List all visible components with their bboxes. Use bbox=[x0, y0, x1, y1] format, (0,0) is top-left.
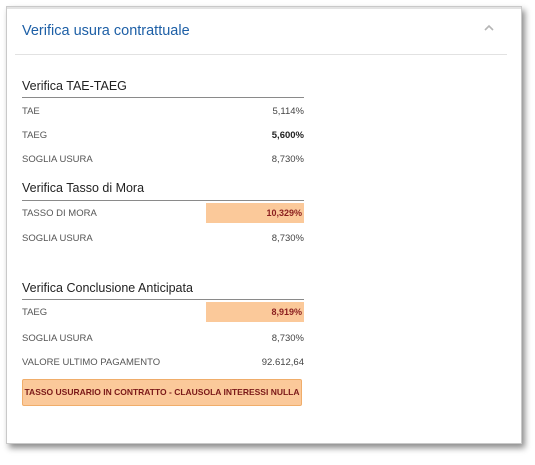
row-label: SOGLIA USURA bbox=[22, 333, 93, 344]
title-divider bbox=[15, 54, 507, 55]
row-label: TAEG bbox=[22, 130, 48, 141]
row-value: 8,730% bbox=[271, 233, 304, 244]
row-value: 8,730% bbox=[271, 154, 304, 165]
highlight-cell: 8,919% bbox=[206, 302, 304, 322]
row-taeg-anticipata: TAEG 8,919% bbox=[22, 302, 304, 322]
row-tae: TAE 5,114% bbox=[22, 103, 304, 121]
row-soglia-usura: SOGLIA USURA 8,730% bbox=[22, 230, 304, 248]
row-valore-ultimo-pagamento: VALORE ULTIMO PAGAMENTO 92.612,64 bbox=[22, 354, 304, 372]
row-value: 92.612,64 bbox=[261, 357, 304, 368]
row-label: TAE bbox=[22, 106, 40, 117]
row-label: SOGLIA USURA bbox=[22, 233, 93, 244]
section-divider bbox=[22, 200, 304, 201]
row-value: 8,730% bbox=[271, 333, 304, 344]
chevron-up-icon[interactable] bbox=[483, 23, 495, 33]
row-label: TASSO DI MORA bbox=[22, 208, 97, 219]
row-taeg: TAEG 5,600% bbox=[22, 127, 304, 145]
section-title-tae-taeg: Verifica TAE-TAEG bbox=[22, 79, 127, 93]
section-divider bbox=[22, 299, 304, 300]
row-value: 8,919% bbox=[271, 307, 302, 317]
usury-warning-banner: TASSO USURARIO IN CONTRATTO - CLAUSOLA I… bbox=[22, 379, 302, 406]
row-label: SOGLIA USURA bbox=[22, 154, 93, 165]
row-value: 10,329% bbox=[266, 208, 302, 218]
row-soglia-usura: SOGLIA USURA 8,730% bbox=[22, 330, 304, 348]
row-label: TAEG bbox=[22, 307, 48, 318]
section-divider bbox=[22, 97, 304, 98]
panel-title: Verifica usura contrattuale bbox=[22, 23, 190, 39]
highlight-cell: 10,329% bbox=[206, 203, 304, 223]
usury-check-panel: Verifica usura contrattuale bbox=[6, 6, 522, 444]
section-title-anticipata: Verifica Conclusione Anticipata bbox=[22, 281, 193, 295]
section-title-mora: Verifica Tasso di Mora bbox=[22, 181, 145, 195]
row-value: 5,600% bbox=[271, 130, 304, 141]
row-value: 5,114% bbox=[272, 106, 304, 117]
row-soglia-usura: SOGLIA USURA 8,730% bbox=[22, 151, 304, 169]
panel-top-border bbox=[7, 7, 521, 9]
row-tasso-di-mora: TASSO DI MORA 10,329% bbox=[22, 203, 304, 223]
row-label: VALORE ULTIMO PAGAMENTO bbox=[22, 357, 161, 368]
